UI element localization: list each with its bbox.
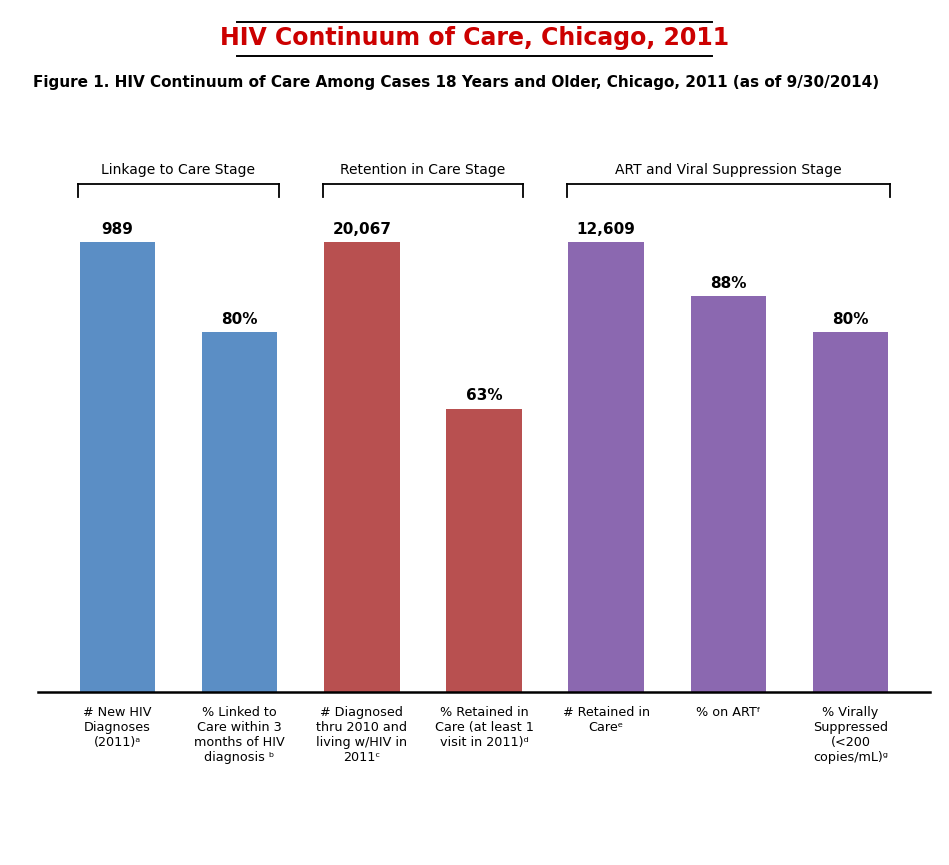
Text: 63%: 63% [466, 388, 502, 403]
Bar [80, 242, 156, 692]
Bar [812, 332, 888, 692]
Bar [202, 332, 277, 692]
Text: 989: 989 [102, 221, 133, 237]
Text: 88%: 88% [710, 276, 747, 291]
Bar [446, 408, 522, 692]
Text: 80%: 80% [221, 311, 258, 327]
Bar [324, 242, 400, 692]
Text: HIV Continuum of Care, Chicago, 2011: HIV Continuum of Care, Chicago, 2011 [220, 26, 729, 50]
Text: ART and Viral Suppression Stage: ART and Viral Suppression Stage [615, 163, 842, 177]
Text: 80%: 80% [832, 311, 869, 327]
Bar [691, 296, 766, 692]
Text: 20,067: 20,067 [332, 221, 391, 237]
Text: Linkage to Care Stage: Linkage to Care Stage [102, 163, 255, 177]
Bar [568, 242, 644, 692]
Text: 12,609: 12,609 [577, 221, 636, 237]
Text: Retention in Care Stage: Retention in Care Stage [341, 163, 506, 177]
Text: Figure 1. HIV Continuum of Care Among Cases 18 Years and Older, Chicago, 2011 (a: Figure 1. HIV Continuum of Care Among Ca… [33, 74, 880, 90]
